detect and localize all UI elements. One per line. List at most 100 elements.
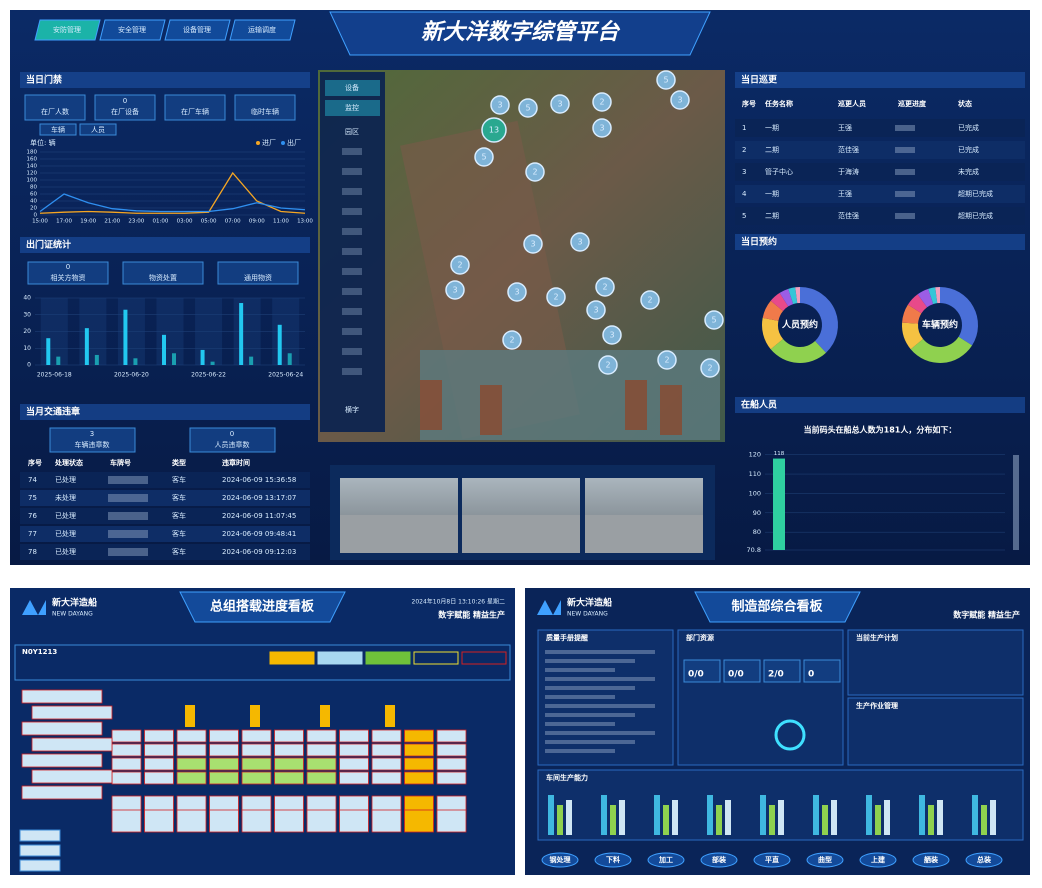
y-tick-label: 30 <box>23 311 31 318</box>
blurred-plate <box>108 548 148 556</box>
marker-count: 13 <box>489 126 499 135</box>
tab[interactable] <box>34 19 101 41</box>
menu-button[interactable] <box>325 80 380 96</box>
count: 0 <box>66 263 70 271</box>
x-tick-label: 01:00 <box>153 219 169 225</box>
tab[interactable] <box>164 19 231 41</box>
map-marker[interactable] <box>656 70 676 90</box>
marker-count: 2 <box>457 261 462 270</box>
table-header: 车牌号 <box>110 458 131 467</box>
button[interactable] <box>217 261 299 285</box>
y-tick-label: 20 <box>23 328 31 335</box>
map-marker[interactable] <box>595 277 615 297</box>
block <box>31 705 113 720</box>
table-cell: 客车 <box>172 493 186 502</box>
map-marker[interactable] <box>523 234 543 254</box>
marker-count: 3 <box>497 101 502 110</box>
blurred-menu-item <box>342 228 362 235</box>
y-tick-label: 80 <box>753 528 761 536</box>
nav-button[interactable] <box>753 852 791 868</box>
button[interactable] <box>189 427 276 453</box>
map-marker[interactable] <box>546 287 566 307</box>
block <box>31 769 113 784</box>
block <box>339 757 369 771</box>
button[interactable] <box>164 94 226 121</box>
map-marker[interactable] <box>700 358 720 378</box>
button[interactable] <box>49 427 136 453</box>
tab-label: 设备管理 <box>183 25 211 34</box>
decor-bar <box>884 800 890 835</box>
block <box>274 771 304 785</box>
decor-bar <box>760 795 766 835</box>
table-cell: 2024-06-09 13:17:07 <box>222 494 296 502</box>
map-marker[interactable] <box>502 330 522 350</box>
nav-button[interactable] <box>859 852 897 868</box>
marker-count: 2 <box>605 361 610 370</box>
marker-count: 5 <box>525 104 530 113</box>
map-marker[interactable] <box>490 95 510 115</box>
map-marker[interactable] <box>640 290 660 310</box>
button[interactable] <box>39 123 77 136</box>
button[interactable] <box>27 261 109 285</box>
map-marker[interactable] <box>481 117 507 143</box>
nav-label: 上建 <box>871 855 886 864</box>
count-box <box>723 659 761 683</box>
map-marker[interactable] <box>550 94 570 114</box>
map-marker[interactable] <box>704 310 724 330</box>
nav-button[interactable] <box>806 852 844 868</box>
map-marker[interactable] <box>657 350 677 370</box>
tab[interactable] <box>229 19 296 41</box>
decor-bar <box>990 800 996 835</box>
nav-button[interactable] <box>965 852 1003 868</box>
map-marker[interactable] <box>474 147 494 167</box>
tower <box>385 705 395 727</box>
count: 0 <box>808 670 814 680</box>
block <box>209 771 239 785</box>
line-series <box>39 171 306 214</box>
scrollbar[interactable] <box>1013 455 1019 550</box>
blurred-progress <box>895 147 915 153</box>
nav-button[interactable] <box>594 852 632 868</box>
section-header <box>735 72 1025 88</box>
nav-label: 钢处理 <box>550 855 571 864</box>
map-marker[interactable] <box>445 280 465 300</box>
map-marker[interactable] <box>602 325 622 345</box>
nav-button[interactable] <box>647 852 685 868</box>
map-marker[interactable] <box>592 92 612 112</box>
button[interactable] <box>79 123 117 136</box>
map-marker[interactable] <box>525 162 545 182</box>
block <box>274 729 304 743</box>
map-marker[interactable] <box>518 98 538 118</box>
nav-button[interactable] <box>700 852 738 868</box>
tab[interactable] <box>99 19 166 41</box>
board-title: 总组搭载进度看板 <box>210 599 315 615</box>
ship <box>660 385 682 435</box>
nav-button[interactable] <box>541 852 579 868</box>
menu-item: 监控 <box>345 103 359 112</box>
menu-button[interactable] <box>325 100 380 116</box>
map-marker[interactable] <box>507 282 527 302</box>
map-marker[interactable] <box>570 232 590 252</box>
decor-bar <box>822 805 828 835</box>
line-series <box>39 193 306 213</box>
map-marker[interactable] <box>450 255 470 275</box>
decor-bar <box>866 795 872 835</box>
table-header: 任务名称 <box>764 99 793 108</box>
decor-bar <box>654 795 660 835</box>
button[interactable] <box>94 94 156 121</box>
button[interactable] <box>122 261 204 285</box>
map-marker[interactable] <box>670 90 690 110</box>
map-marker[interactable] <box>592 118 612 138</box>
section-title: 在船人员 <box>741 399 777 411</box>
nav-button[interactable] <box>912 852 950 868</box>
decor-bar <box>716 805 722 835</box>
button[interactable] <box>234 94 296 121</box>
map-marker[interactable] <box>598 355 618 375</box>
button[interactable] <box>24 94 86 121</box>
map-marker[interactable] <box>586 300 606 320</box>
table-header: 序号 <box>741 99 756 108</box>
button-label: 在厂人数 <box>41 107 69 116</box>
decor-bar <box>937 800 943 835</box>
bar-band <box>272 298 300 365</box>
table-header: 序号 <box>27 458 42 467</box>
